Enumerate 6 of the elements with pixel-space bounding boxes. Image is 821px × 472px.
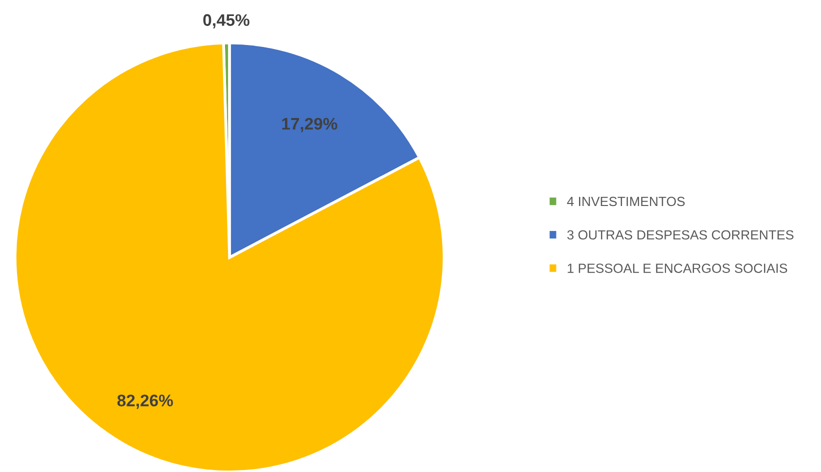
legend-label: 4 INVESTIMENTOS — [567, 196, 685, 206]
legend-label: 3 OUTRAS DESPESAS CORRENTES — [567, 230, 794, 240]
data-label: 82,26% — [117, 394, 173, 409]
data-label: 17,29% — [282, 118, 338, 132]
legend-label: 1 PESSOAL E ENCARGOS SOCIAIS — [568, 264, 788, 273]
data-label: 0,45% — [203, 14, 250, 28]
